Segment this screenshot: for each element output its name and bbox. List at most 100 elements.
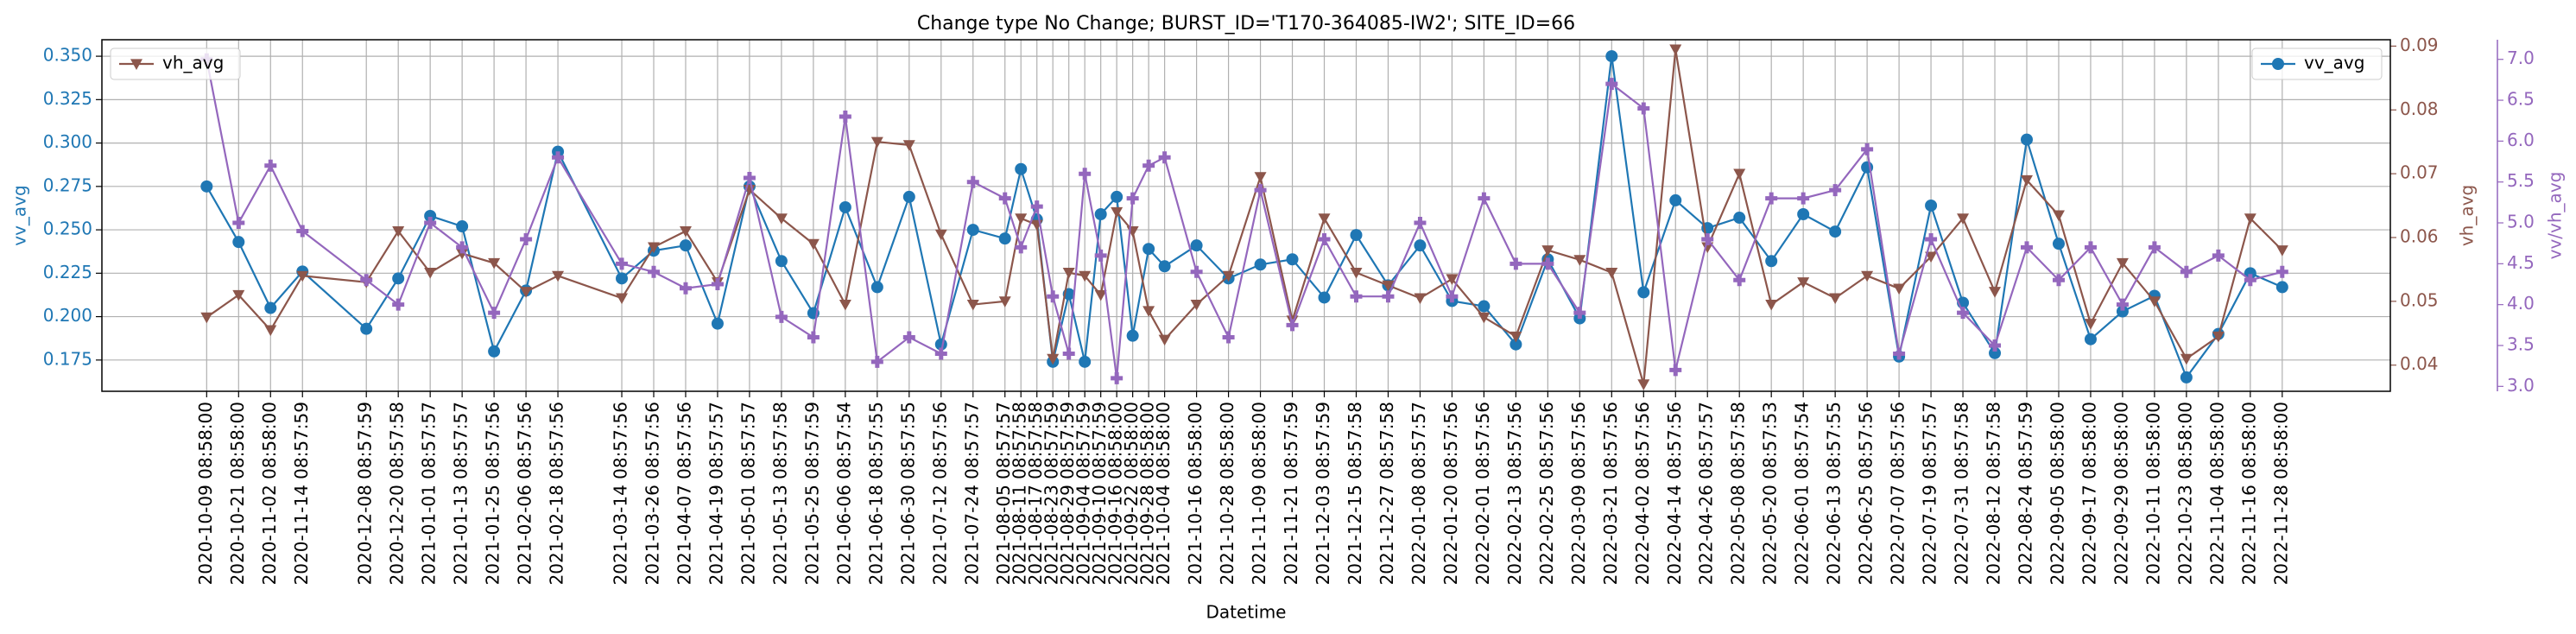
- marker: [1222, 331, 1235, 344]
- marker: [1478, 300, 1491, 313]
- marker: [232, 236, 245, 249]
- x-tick-label: 2022-04-02 08:57:56: [1632, 402, 1653, 585]
- marker: [870, 136, 883, 149]
- x-tick-label: 2021-05-25 08:57:59: [801, 402, 822, 585]
- marker: [711, 317, 724, 330]
- marker: [392, 225, 405, 238]
- marker: [1318, 232, 1331, 245]
- marker: [1094, 207, 1107, 220]
- y-tick-label: 0.325: [43, 88, 92, 109]
- marker: [2021, 241, 2033, 254]
- marker: [1925, 251, 1938, 263]
- marker: [1254, 258, 1267, 271]
- x-tick-label: 2021-02-06 08:57:56: [515, 402, 535, 585]
- marker: [679, 239, 692, 252]
- x-tick-label: 2021-08-05 08:57:57: [993, 402, 1014, 585]
- x-tick-label: 2021-11-21 08:57:59: [1281, 402, 1301, 585]
- marker: [1478, 192, 1491, 205]
- x-tick-label: 2021-12-27 08:57:58: [1377, 402, 1397, 585]
- x-tick-label: 2021-03-14 08:57:56: [611, 402, 631, 585]
- marker: [2084, 319, 2097, 330]
- x-axis-label: Datetime: [1206, 602, 1287, 623]
- marker: [966, 175, 979, 188]
- marker: [1541, 245, 1554, 257]
- marker: [902, 140, 915, 151]
- x-tick-label: 2022-11-28 08:58:00: [2270, 402, 2291, 585]
- marker: [232, 289, 245, 301]
- marker: [616, 293, 629, 305]
- marker: [2275, 245, 2288, 257]
- x-tick-label: 2022-08-24 08:57:59: [2016, 402, 2036, 585]
- marker: [1829, 225, 1842, 238]
- marker: [998, 232, 1011, 245]
- marker: [552, 270, 565, 282]
- legend: vv_avg: [2251, 48, 2383, 80]
- marker: [616, 272, 629, 285]
- marker: [264, 159, 277, 172]
- x-tick-label: 2020-11-02 08:58:00: [259, 402, 280, 585]
- legend: vh_avg: [110, 48, 241, 80]
- marker: [2244, 267, 2256, 280]
- x-tick-label: 2021-05-01 08:57:57: [737, 402, 758, 585]
- marker: [1318, 213, 1331, 225]
- marker: [1637, 102, 1650, 115]
- marker: [1079, 270, 1092, 282]
- marker: [1637, 286, 1650, 299]
- marker: [552, 151, 565, 164]
- marker: [424, 217, 437, 230]
- marker: [1062, 268, 1075, 279]
- legend-label: vh_avg: [162, 53, 224, 73]
- marker: [1286, 253, 1299, 266]
- marker: [902, 331, 915, 344]
- marker: [775, 213, 788, 225]
- y-tick-label: 0.07: [2400, 162, 2439, 183]
- marker: [1701, 232, 1714, 245]
- x-tick-label: 2022-04-14 08:57:56: [1664, 402, 1685, 585]
- marker: [2148, 296, 2161, 307]
- series-line: [206, 55, 2283, 380]
- x-tick-label: 2021-01-13 08:57:57: [451, 402, 472, 585]
- y-tick-label: 6.0: [2507, 130, 2535, 150]
- marker: [1893, 283, 1906, 295]
- x-tick-label: 2021-12-15 08:57:58: [1345, 402, 1365, 585]
- x-tick-label: 2021-10-16 08:58:00: [1185, 402, 1206, 585]
- x-tick-label: 2022-10-23 08:58:00: [2174, 402, 2195, 585]
- marker: [232, 217, 245, 230]
- marker: [1541, 257, 1554, 270]
- marker: [1142, 243, 1155, 256]
- y-tick-label: 0.275: [43, 174, 92, 195]
- marker: [2116, 298, 2129, 311]
- marker: [998, 192, 1011, 205]
- marker: [1925, 232, 1938, 245]
- y-tick-label: 3.0: [2507, 375, 2535, 396]
- marker: [2275, 265, 2288, 278]
- x-tick-label: 2021-03-26 08:57:56: [642, 402, 662, 585]
- marker: [1015, 241, 1028, 254]
- marker: [1126, 192, 1139, 205]
- x-tick-label: 2021-06-30 08:57:55: [897, 402, 918, 585]
- x-tick-label: 2021-09-28 08:58:00: [1137, 402, 1158, 585]
- marker: [616, 257, 629, 270]
- marker: [360, 322, 373, 335]
- marker: [1126, 329, 1139, 342]
- marker: [1605, 78, 1618, 91]
- marker: [902, 190, 915, 203]
- marker: [2244, 213, 2256, 225]
- marker: [1893, 347, 1906, 360]
- marker: [1829, 184, 1842, 197]
- marker: [392, 272, 405, 285]
- x-tick-label: 2022-09-05 08:58:00: [2047, 402, 2067, 585]
- marker: [934, 347, 947, 360]
- marker: [392, 298, 405, 311]
- y-tick-label: 4.0: [2507, 293, 2535, 314]
- x-tick-label: 2022-06-01 08:57:54: [1792, 402, 1813, 585]
- marker: [200, 312, 213, 324]
- marker: [1414, 293, 1427, 305]
- marker: [1142, 159, 1155, 172]
- marker: [679, 282, 692, 295]
- x-tick-label: 2022-07-07 08:57:56: [1888, 402, 1908, 585]
- marker: [296, 270, 309, 282]
- marker: [2275, 281, 2288, 294]
- x-tick-label: 2022-05-20 08:57:53: [1760, 402, 1781, 585]
